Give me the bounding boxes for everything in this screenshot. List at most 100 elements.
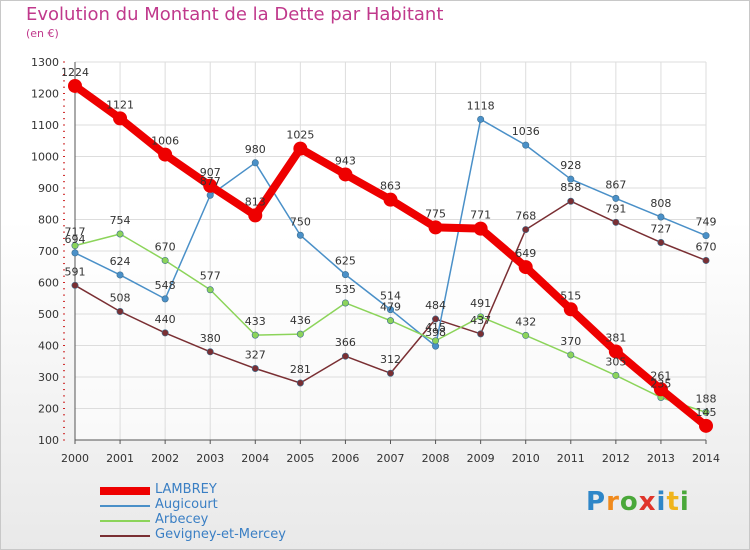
y-tick-label: 1200 [31,88,59,101]
x-tick-label: 2007 [377,452,405,465]
data-label: 305 [605,355,626,368]
data-point [432,337,440,345]
data-label: 432 [515,315,536,328]
data-label: 235 [650,377,671,390]
data-point [567,197,575,205]
x-tick-label: 2003 [196,452,224,465]
data-point [522,141,530,149]
data-label: 771 [470,209,491,222]
data-label: 1121 [106,98,134,111]
data-point [338,167,353,182]
data-point [473,221,488,236]
data-point [432,315,440,323]
x-tick-label: 2013 [647,452,675,465]
data-label: 484 [425,299,446,312]
data-point [248,208,263,223]
data-label: 1006 [151,135,179,148]
y-tick-label: 1100 [31,119,59,132]
data-label: 515 [560,289,581,302]
data-point [206,348,214,356]
data-point [161,295,169,303]
data-label: 437 [470,314,491,327]
data-label: 670 [696,240,717,253]
x-tick-label: 2011 [557,452,585,465]
logo-letter: i [656,487,667,517]
data-label: 791 [605,202,626,215]
data-label: 591 [65,265,86,278]
data-point [293,141,308,156]
y-tick-label: 800 [38,214,59,227]
data-label: 717 [65,226,86,239]
data-point [386,369,394,377]
data-point [612,371,620,379]
data-point [341,271,349,279]
data-label: 928 [560,159,581,172]
legend-swatch [100,505,150,507]
y-tick-label: 900 [38,182,59,195]
legend-label: Arbecey [155,512,209,527]
data-point [612,194,620,202]
data-point [251,364,259,372]
data-label: 1036 [512,125,540,138]
data-label: 380 [200,332,221,345]
data-point [518,260,533,275]
data-point [158,147,173,162]
data-label: 415 [425,321,446,334]
data-point [477,313,485,321]
data-label: 749 [696,216,717,229]
data-label: 625 [335,255,356,268]
data-point [702,408,710,416]
data-label: 768 [515,210,536,223]
data-point [161,256,169,264]
data-point [567,175,575,183]
y-tick-label: 400 [38,340,59,353]
legend-label: Gevigney-et-Mercey [155,527,286,542]
data-label: 775 [425,207,446,220]
data-point [161,329,169,337]
x-tick-label: 2004 [241,452,269,465]
data-label: 863 [380,180,401,193]
data-label: 312 [380,353,401,366]
data-point [428,220,443,235]
data-point [203,178,218,193]
data-point [68,78,82,93]
data-label: 1025 [286,129,314,142]
x-tick-label: 2001 [106,452,134,465]
x-tick-label: 2000 [61,452,89,465]
data-point [296,330,304,338]
data-label: 440 [155,313,176,326]
data-point [702,256,710,264]
data-label: 514 [380,290,401,303]
x-tick-label: 2006 [331,452,359,465]
y-tick-label: 1300 [31,56,59,69]
data-label: 398 [425,326,446,339]
legend-item: Gevigney-et-Mercey [100,527,360,543]
chart-title: Evolution du Montant de la Dette par Hab… [26,4,444,25]
data-label: 433 [245,315,266,328]
proxiti-logo: Proxiti [586,487,690,517]
data-label: 750 [290,215,311,228]
data-point [113,111,128,126]
data-label: 188 [696,392,717,405]
logo-letter: r [606,487,620,517]
data-label: 858 [560,181,581,194]
data-label: 366 [335,336,356,349]
data-label: 491 [470,297,491,310]
data-point [116,230,124,238]
x-tick-label: 2012 [602,452,630,465]
legend-item: Arbecey [100,512,360,528]
data-label: 907 [200,166,221,179]
data-label: 370 [560,335,581,348]
data-label: 145 [696,406,717,419]
data-point [702,232,710,240]
data-point [71,281,79,289]
data-label: 624 [110,255,131,268]
data-label: 535 [335,283,356,296]
data-label: 649 [515,247,536,260]
data-label: 980 [245,143,266,156]
y-tick-label: 300 [38,371,59,384]
y-tick-label: 500 [38,308,59,321]
data-label: 727 [650,222,671,235]
data-label: 281 [290,363,311,376]
data-label: 943 [335,154,356,167]
